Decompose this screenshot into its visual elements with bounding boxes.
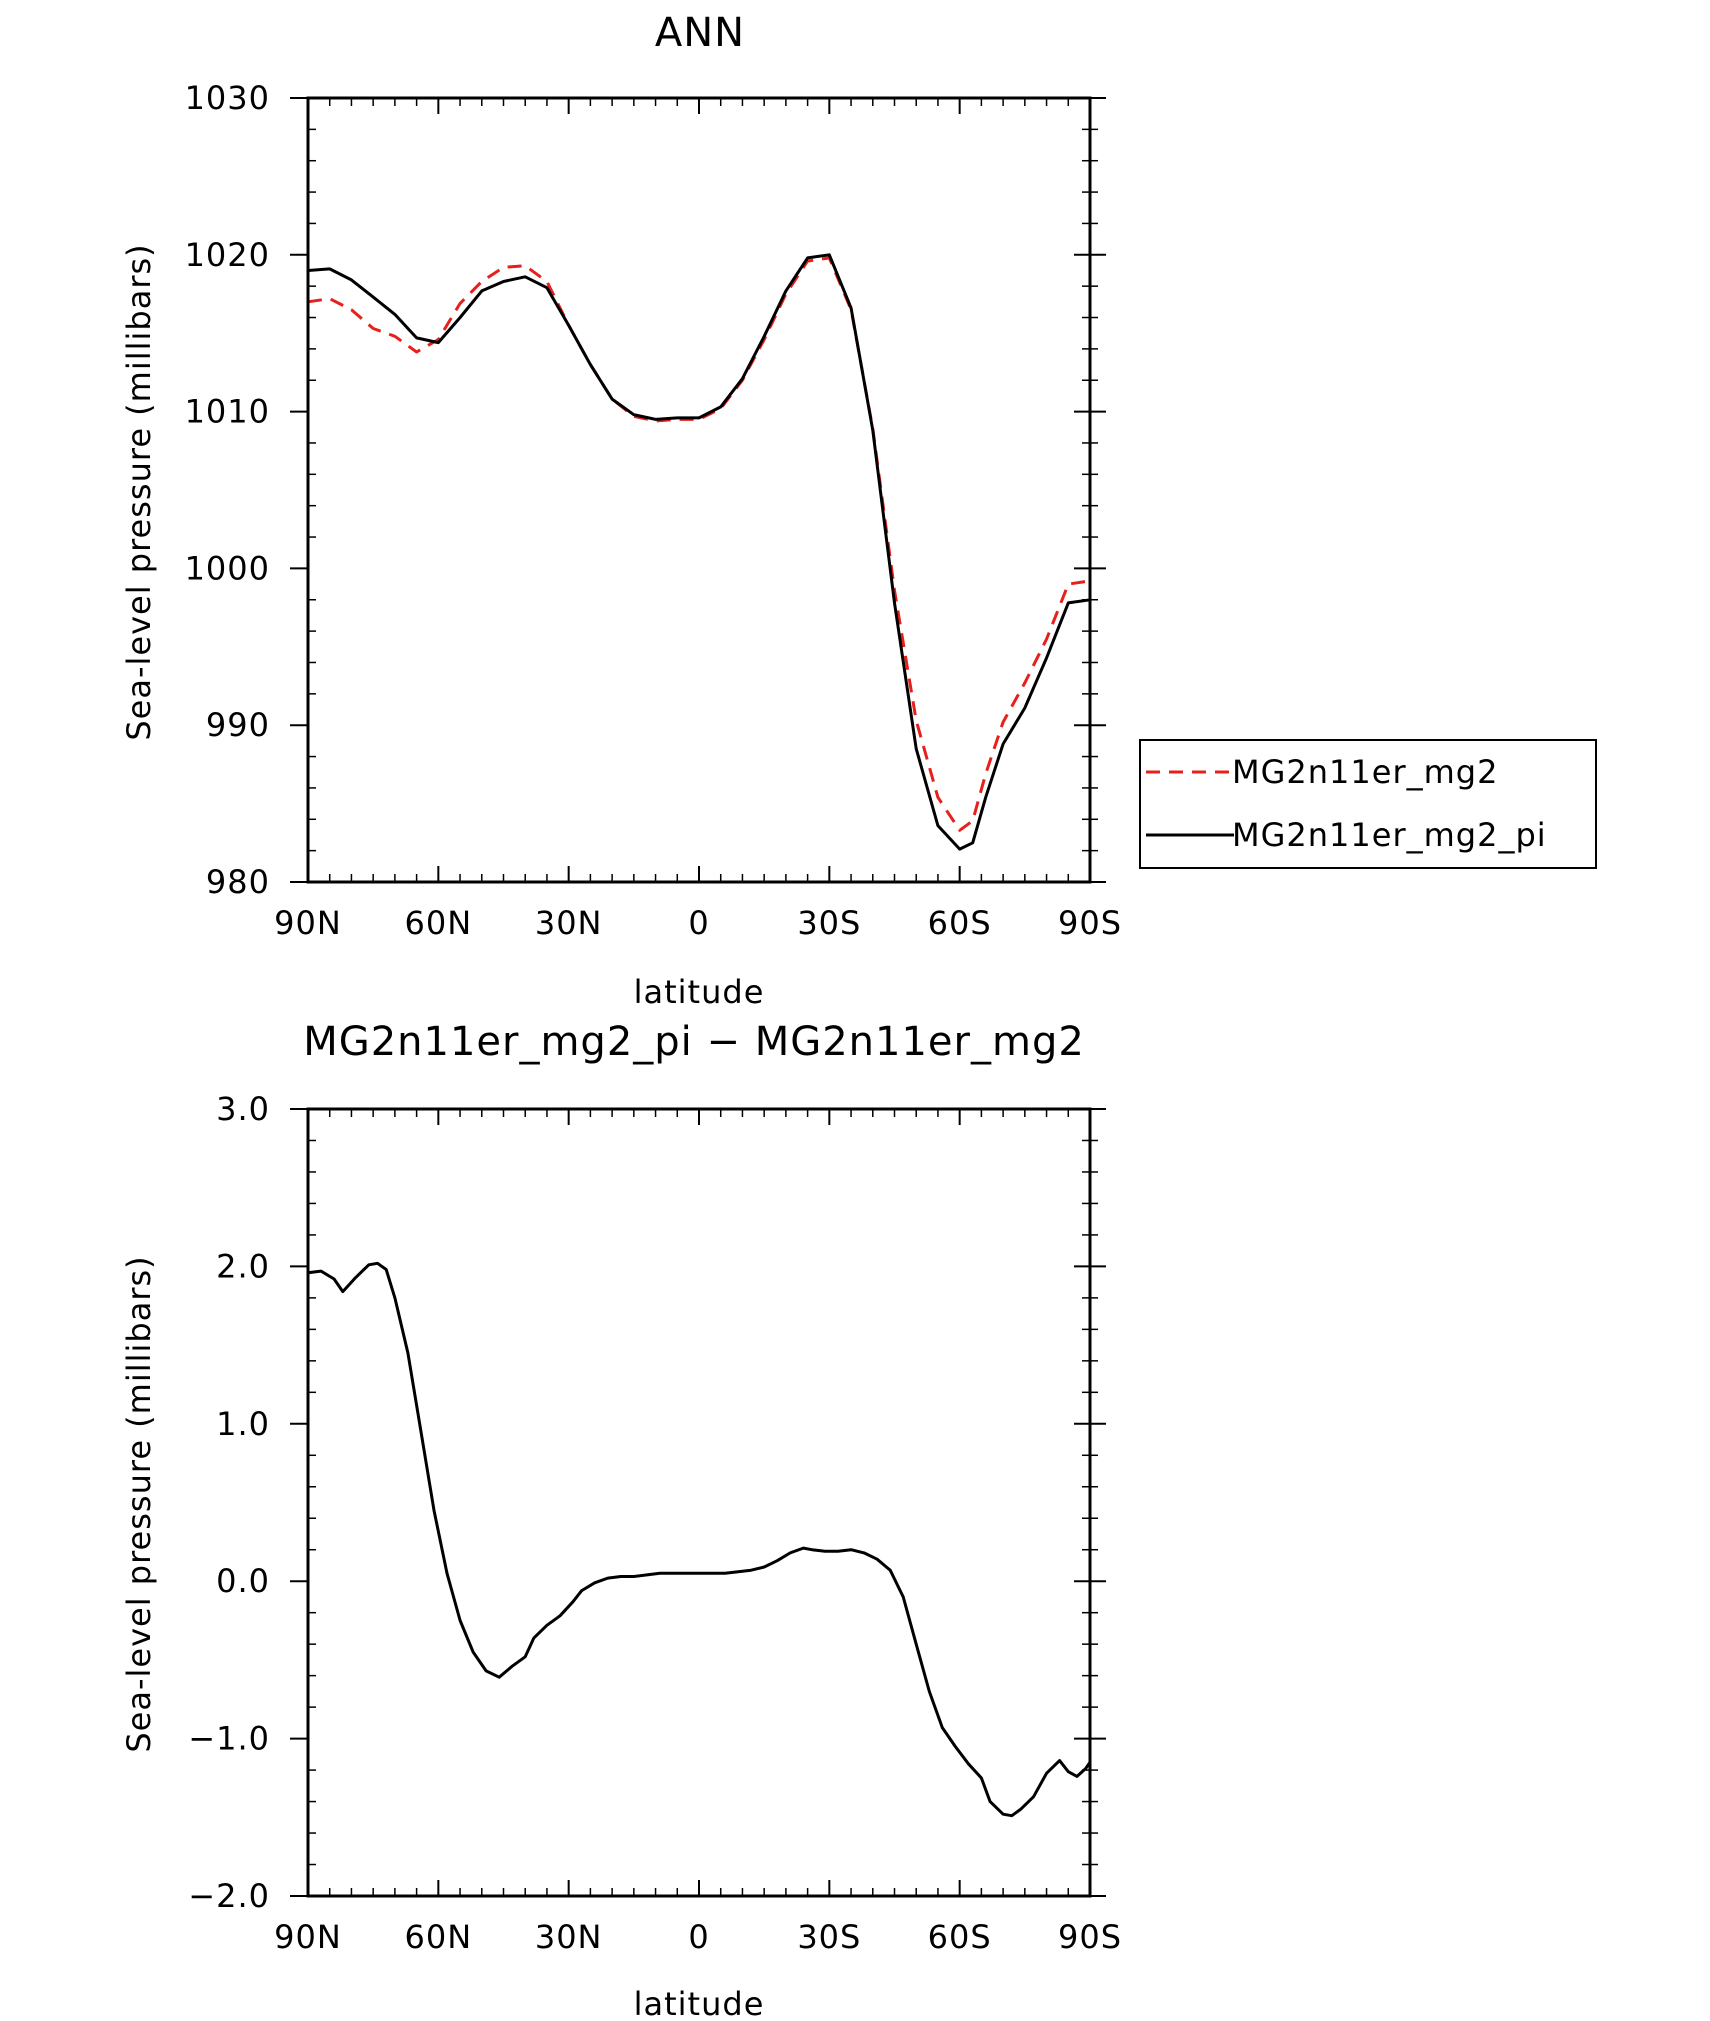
- bottom-y-tick-label: −2.0: [188, 1877, 270, 1915]
- legend-label-mg2-pi: MG2n11er_mg2_pi: [1232, 816, 1547, 854]
- bottom-x-tick-label: 30S: [797, 1918, 861, 1956]
- legend-label-mg2: MG2n11er_mg2: [1232, 753, 1498, 791]
- bottom-ticks: 90N 60N 30N 0 30S 60S 90S −2.0 −1.0 0.0 1.0 2.0 3.0: [188, 1090, 1122, 1956]
- top-y-tick-label: 1010: [185, 393, 270, 431]
- bottom-x-tick-label: 60N: [405, 1918, 473, 1956]
- bottom-y-axis-title: Sea-level pressure (millibars): [120, 1255, 158, 1752]
- top-x-axis-title: latitude: [634, 973, 765, 1011]
- legend: MG2n11er_mg2 MG2n11er_mg2_pi: [1139, 739, 1597, 869]
- bottom-chart: MG2n11er_mg2_pi − MG2n11er_mg2 Sea-level…: [120, 1019, 1122, 2021]
- top-y-tick-label: 1000: [185, 549, 270, 587]
- bottom-x-axis-title: latitude: [634, 1985, 765, 2021]
- legend-box: [1139, 739, 1597, 869]
- top-series-line-0: [307, 256, 1091, 832]
- top-x-tick-label: 90S: [1058, 904, 1122, 942]
- bottom-y-tick-label: −1.0: [188, 1720, 270, 1758]
- bottom-series-lines: [307, 1261, 1092, 1818]
- top-x-tick-label: 60N: [405, 904, 473, 942]
- top-series-lines: [307, 253, 1091, 851]
- top-x-tick-label: 30N: [535, 904, 603, 942]
- bottom-y-tick-label: 3.0: [216, 1090, 270, 1128]
- bottom-y-tick-label: 1.0: [216, 1405, 270, 1443]
- top-series-line-1: [307, 253, 1091, 851]
- top-x-tick-label: 90N: [274, 904, 342, 942]
- top-chart: ANN Sea-level pressure (millibars) latit…: [120, 10, 1122, 1011]
- bottom-x-tick-label: 90S: [1058, 1918, 1122, 1956]
- top-y-tick-label: 990: [206, 706, 270, 744]
- top-y-tick-label: 1030: [185, 79, 270, 117]
- top-y-tick-label: 1020: [185, 236, 270, 274]
- bottom-chart-title: MG2n11er_mg2_pi − MG2n11er_mg2: [303, 1019, 1085, 1065]
- top-y-tick-label: 980: [206, 863, 270, 901]
- top-x-tick-label: 60S: [928, 904, 992, 942]
- top-x-tick-label: 0: [688, 904, 709, 942]
- bottom-y-tick-label: 2.0: [216, 1247, 270, 1285]
- top-x-tick-label: 30S: [797, 904, 861, 942]
- bottom-plot-frame: [306, 1107, 1092, 1898]
- bottom-x-tick-label: 0: [688, 1918, 709, 1956]
- top-chart-title: ANN: [655, 10, 745, 56]
- bottom-y-tick-label: 0.0: [216, 1562, 270, 1600]
- top-y-axis-title: Sea-level pressure (millibars): [120, 243, 158, 740]
- top-plot-frame: [306, 96, 1092, 884]
- bottom-series-line-0: [307, 1261, 1092, 1818]
- bottom-x-tick-label: 60S: [928, 1918, 992, 1956]
- bottom-x-tick-label: 30N: [535, 1918, 603, 1956]
- bottom-x-tick-label: 90N: [274, 1918, 342, 1956]
